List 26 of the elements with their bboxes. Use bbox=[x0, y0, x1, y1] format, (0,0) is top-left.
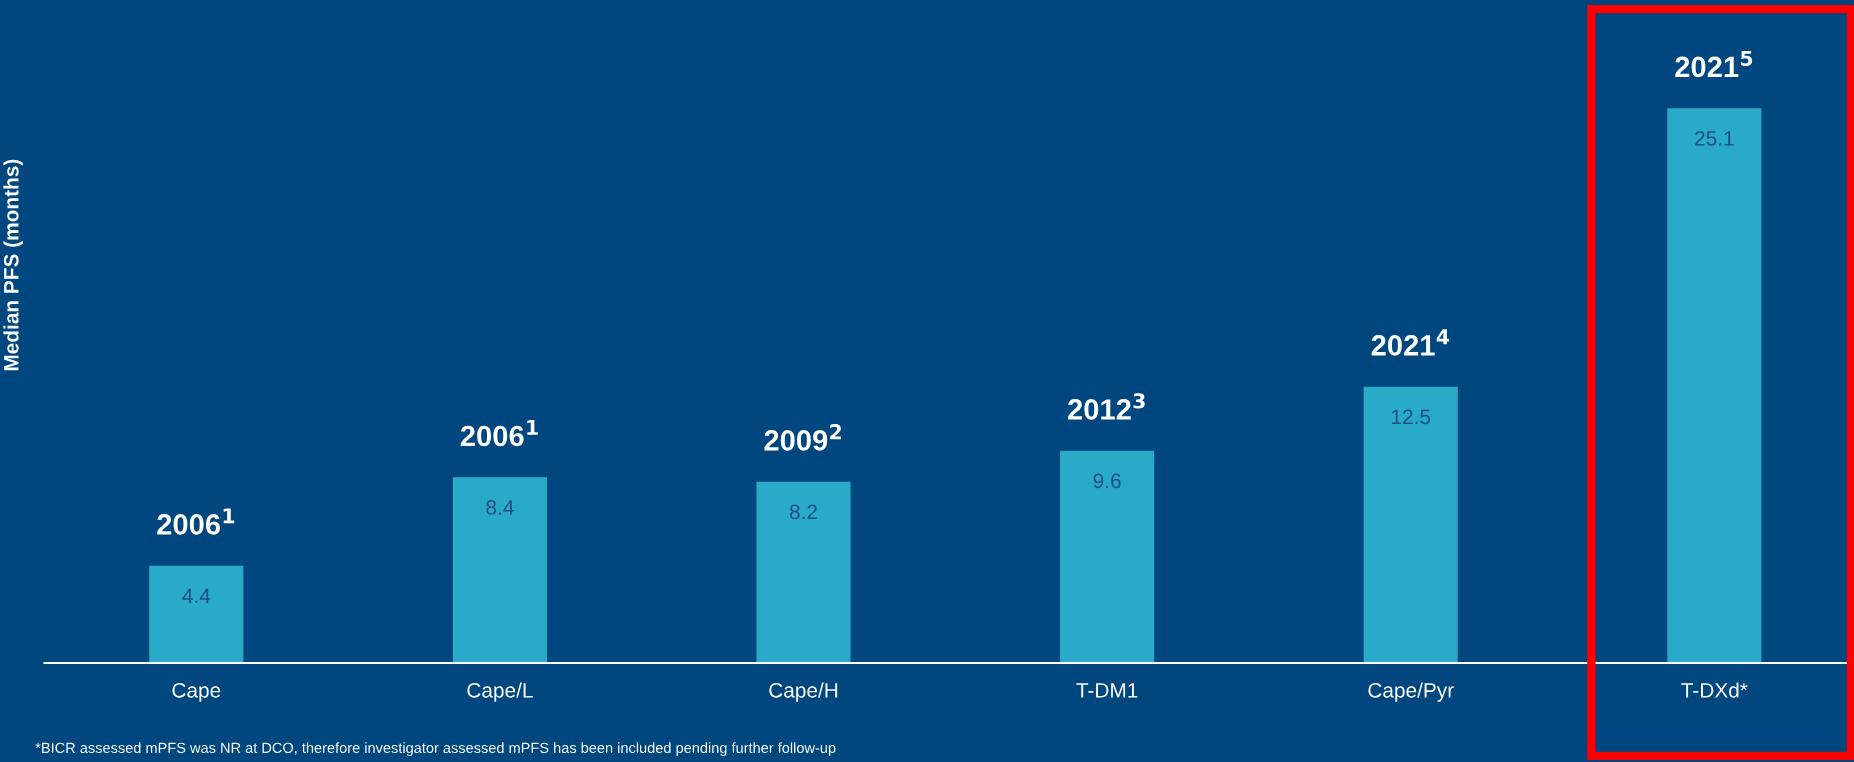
annotation: 2009$^{2}$ bbox=[764, 424, 842, 451]
x-tick-label: Cape/L bbox=[467, 682, 533, 702]
data-label: 4.4 bbox=[182, 588, 211, 604]
x-tick-label: T-DXd* bbox=[1681, 682, 1748, 698]
annotation: 2021$^{4}$ bbox=[1371, 329, 1450, 356]
y-axis-title: Median PFS (months) bbox=[3, 159, 23, 371]
x-tick-label: Cape/H bbox=[769, 682, 838, 702]
text: *BICR assessed mPFS was NR at DCO, therefore investigator assessed mPFS has been included pending further follow-up bbox=[35, 742, 836, 756]
bar bbox=[149, 565, 244, 663]
annotation: 2012$^{3}$ bbox=[1068, 393, 1145, 420]
bar bbox=[1060, 450, 1155, 663]
x-tick-label: T-DM1 bbox=[1076, 683, 1138, 698]
bar bbox=[1667, 108, 1762, 663]
data-label: 25.1 bbox=[1695, 130, 1734, 146]
data-label: 9.6 bbox=[1093, 473, 1121, 489]
annotation: 2006$^{1}$ bbox=[157, 508, 235, 535]
annotation: 2006$^{1}$ bbox=[460, 419, 538, 447]
data-label: 12.5 bbox=[1392, 409, 1431, 425]
annotation: 2021$^{5}$ bbox=[1675, 50, 1753, 78]
bar bbox=[756, 481, 851, 663]
x-tick-label: Cape/Pyr bbox=[1368, 682, 1454, 702]
bar bbox=[452, 477, 547, 663]
x-tick-label: Cape bbox=[172, 682, 221, 702]
bar bbox=[1363, 386, 1458, 663]
data-label: 8.2 bbox=[789, 504, 817, 520]
data-label: 8.4 bbox=[486, 500, 514, 515]
